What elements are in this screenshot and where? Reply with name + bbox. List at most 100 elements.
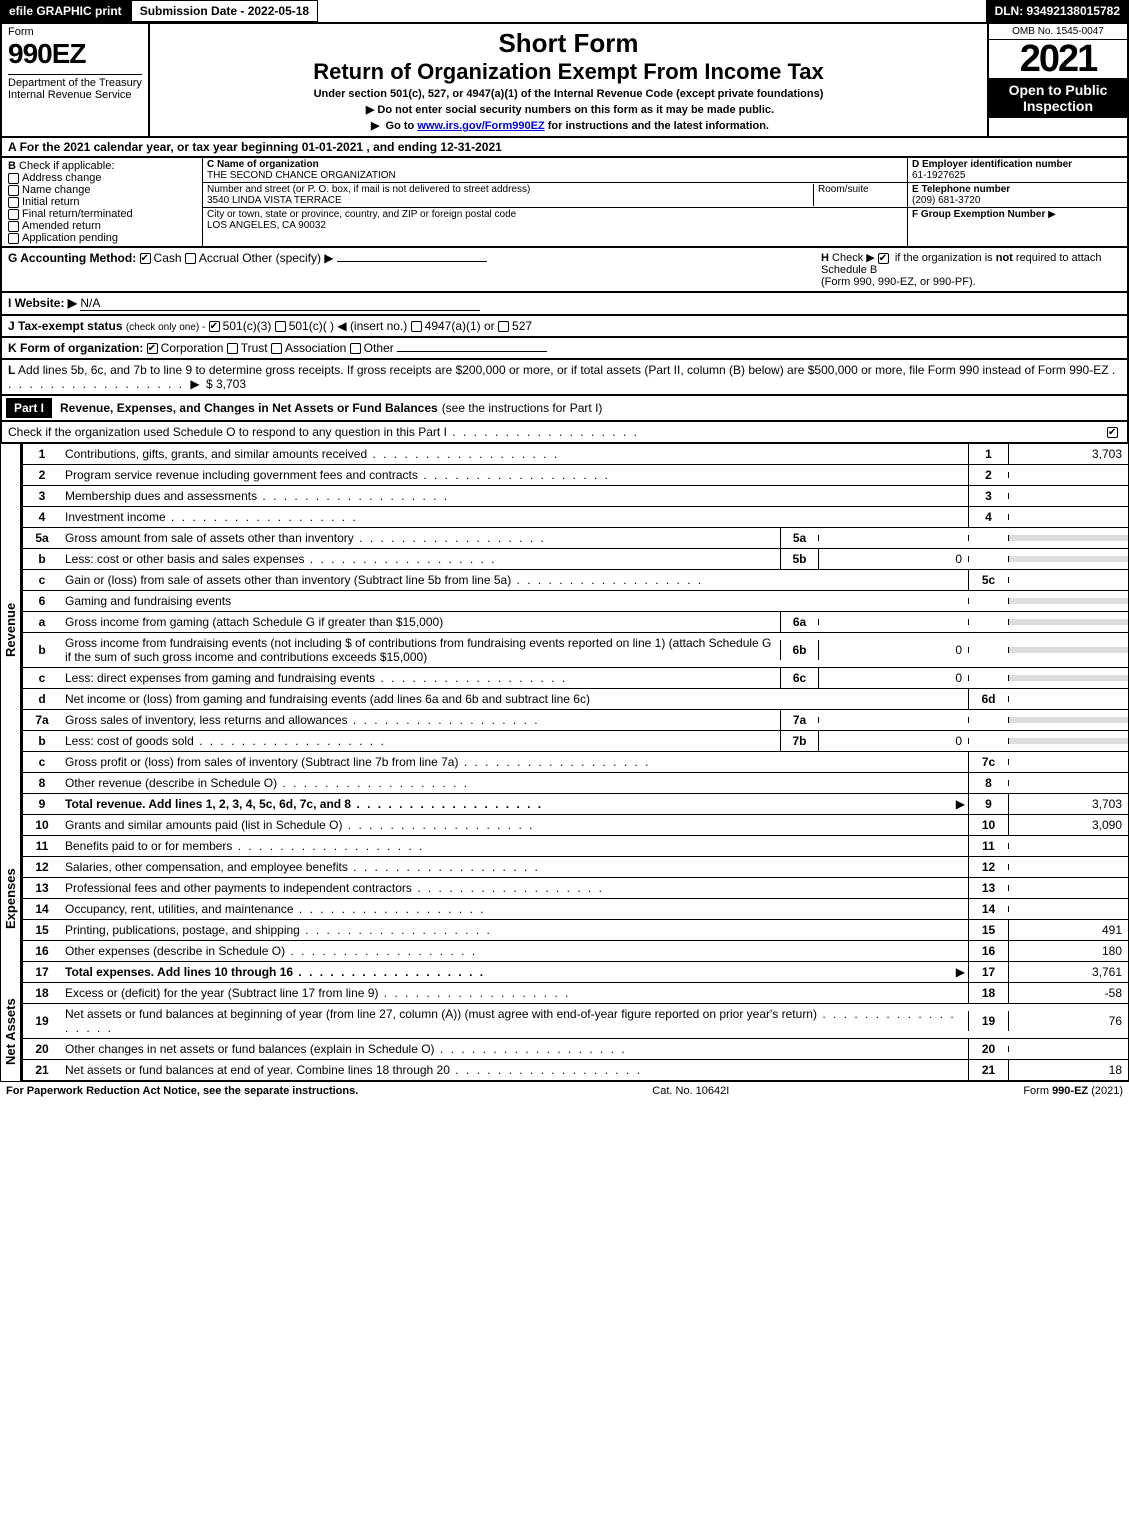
row-j: J Tax-exempt status (check only one) - 5… — [0, 316, 1129, 338]
line-5c: cGain or (loss) from sale of assets othe… — [22, 570, 1129, 591]
efile-label[interactable]: efile GRAPHIC print — [0, 0, 131, 22]
l-arrow-icon — [187, 377, 202, 391]
h-text1: Check ▶ — [832, 252, 875, 264]
box-def: D Employer identification number 61-1927… — [907, 158, 1127, 246]
k-corp: Corporation — [161, 341, 224, 355]
opt-amended: Amended return — [22, 220, 101, 232]
opt-name: Name change — [22, 184, 91, 196]
city-value: LOS ANGELES, CA 90032 — [207, 220, 326, 231]
opt-initial: Initial return — [22, 196, 79, 208]
addr-change-checkbox[interactable] — [8, 173, 19, 184]
corp-checkbox[interactable] — [147, 343, 158, 354]
expenses-section: Expenses 10Grants and similar amounts pa… — [0, 815, 1129, 983]
j-opt4: 527 — [512, 319, 532, 333]
j-note: (check only one) - — [126, 322, 205, 333]
l-text: Add lines 5b, 6c, and 7b to line 9 to de… — [18, 363, 1109, 377]
schedule-o-checkbox[interactable] — [1107, 427, 1118, 438]
revenue-vlabel: Revenue — [0, 444, 22, 815]
g-other-input[interactable] — [337, 261, 487, 262]
e-label: E Telephone number — [912, 184, 1010, 195]
goto-pre: Go to — [386, 120, 418, 132]
final-return-checkbox[interactable] — [8, 209, 19, 220]
501c3-checkbox[interactable] — [209, 321, 220, 332]
h-text2: if the organization is — [895, 252, 996, 264]
line-6c: cLess: direct expenses from gaming and f… — [22, 668, 1129, 689]
k-trust: Trust — [241, 341, 268, 355]
assoc-checkbox[interactable] — [271, 343, 282, 354]
line-1: 1Contributions, gifts, grants, and simil… — [22, 444, 1129, 465]
foot-post: (2021) — [1088, 1085, 1123, 1097]
line-7c: cGross profit or (loss) from sales of in… — [22, 752, 1129, 773]
accrual-checkbox[interactable] — [185, 253, 196, 264]
name-change-checkbox[interactable] — [8, 185, 19, 196]
opt-addr: Address change — [22, 172, 102, 184]
k-other: Other — [364, 341, 394, 355]
line-6: 6Gaming and fundraising events — [22, 591, 1129, 612]
form-header: Form 990EZ Department of the Treasury In… — [0, 24, 1129, 138]
form-number: 990EZ — [8, 38, 142, 70]
amended-checkbox[interactable] — [8, 221, 19, 232]
501c-checkbox[interactable] — [275, 321, 286, 332]
goto-post: for instructions and the latest informat… — [548, 120, 769, 132]
line-6d: dNet income or (loss) from gaming and fu… — [22, 689, 1129, 710]
dept-treasury: Department of the Treasury — [8, 74, 142, 89]
line-15: 15Printing, publications, postage, and s… — [22, 920, 1129, 941]
irs-label: Internal Revenue Service — [8, 89, 142, 101]
line-21: 21Net assets or fund balances at end of … — [22, 1060, 1129, 1081]
room-label: Room/suite — [818, 184, 869, 195]
527-checkbox[interactable] — [498, 321, 509, 332]
line-5b: bLess: cost or other basis and sales exp… — [22, 549, 1129, 570]
irs-link[interactable]: www.irs.gov/Form990EZ — [417, 120, 544, 132]
arrow-icon — [368, 120, 382, 132]
j-opt2: 501(c)( ) ◀ (insert no.) — [289, 319, 408, 333]
part1-header-row: Part I Revenue, Expenses, and Changes in… — [0, 396, 1129, 422]
4947-checkbox[interactable] — [411, 321, 422, 332]
info-grid: B Check if applicable: Address change Na… — [0, 158, 1129, 248]
paperwork-notice: For Paperwork Reduction Act Notice, see … — [6, 1085, 358, 1097]
opt-final: Final return/terminated — [22, 208, 133, 220]
k-label: K Form of organization: — [8, 341, 143, 355]
part1-note: (see the instructions for Part I) — [442, 401, 603, 415]
netassets-vlabel: Net Assets — [0, 983, 22, 1081]
submission-date: Submission Date - 2022-05-18 — [131, 0, 318, 22]
d-label: D Employer identification number — [912, 159, 1072, 170]
cash-checkbox[interactable] — [140, 253, 151, 264]
form-word: Form — [8, 26, 142, 38]
row-l: L Add lines 5b, 6c, and 7b to line 9 to … — [0, 360, 1129, 396]
f-label: F Group Exemption Number — [912, 209, 1045, 220]
other-checkbox[interactable] — [350, 343, 361, 354]
line-2: 2Program service revenue including gover… — [22, 465, 1129, 486]
h-checkbox[interactable] — [878, 253, 889, 264]
part1-check-row: Check if the organization used Schedule … — [0, 422, 1129, 444]
g-cash: Cash — [154, 251, 182, 265]
line-14: 14Occupancy, rent, utilities, and mainte… — [22, 899, 1129, 920]
city-label: City or town, state or province, country… — [207, 209, 516, 220]
line-17: 17Total expenses. Add lines 10 through 1… — [22, 962, 1129, 983]
trust-checkbox[interactable] — [227, 343, 238, 354]
k-other-input[interactable] — [397, 351, 547, 352]
j-opt1: 501(c)(3) — [223, 319, 272, 333]
app-pending-checkbox[interactable] — [8, 233, 19, 244]
topbar-spacer — [318, 0, 985, 22]
line-20: 20Other changes in net assets or fund ba… — [22, 1039, 1129, 1060]
line-9: 9Total revenue. Add lines 1, 2, 3, 4, 5c… — [22, 794, 1129, 815]
line-7a: 7aGross sales of inventory, less returns… — [22, 710, 1129, 731]
ssn-warning: Do not enter social security numbers on … — [154, 103, 983, 116]
k-assoc: Association — [285, 341, 346, 355]
part1-tag: Part I — [6, 398, 52, 418]
initial-return-checkbox[interactable] — [8, 197, 19, 208]
line-13: 13Professional fees and other payments t… — [22, 878, 1129, 899]
row-i: I Website: ▶ N/A — [0, 293, 1129, 316]
header-center: Short Form Return of Organization Exempt… — [150, 24, 987, 136]
top-bar: efile GRAPHIC print Submission Date - 20… — [0, 0, 1129, 24]
line-8: 8Other revenue (describe in Schedule O)8 — [22, 773, 1129, 794]
line-10: 10Grants and similar amounts paid (list … — [22, 815, 1129, 836]
org-name: THE SECOND CHANCE ORGANIZATION — [207, 170, 396, 181]
tax-year: 2021 — [989, 40, 1127, 78]
line-19: 19Net assets or fund balances at beginni… — [22, 1004, 1129, 1039]
h-text4: (Form 990, 990-EZ, or 990-PF). — [821, 276, 976, 288]
l-amount: $ 3,703 — [206, 377, 246, 391]
expenses-vlabel: Expenses — [0, 815, 22, 983]
header-left: Form 990EZ Department of the Treasury In… — [2, 24, 150, 136]
row-a-label: A — [8, 140, 16, 154]
